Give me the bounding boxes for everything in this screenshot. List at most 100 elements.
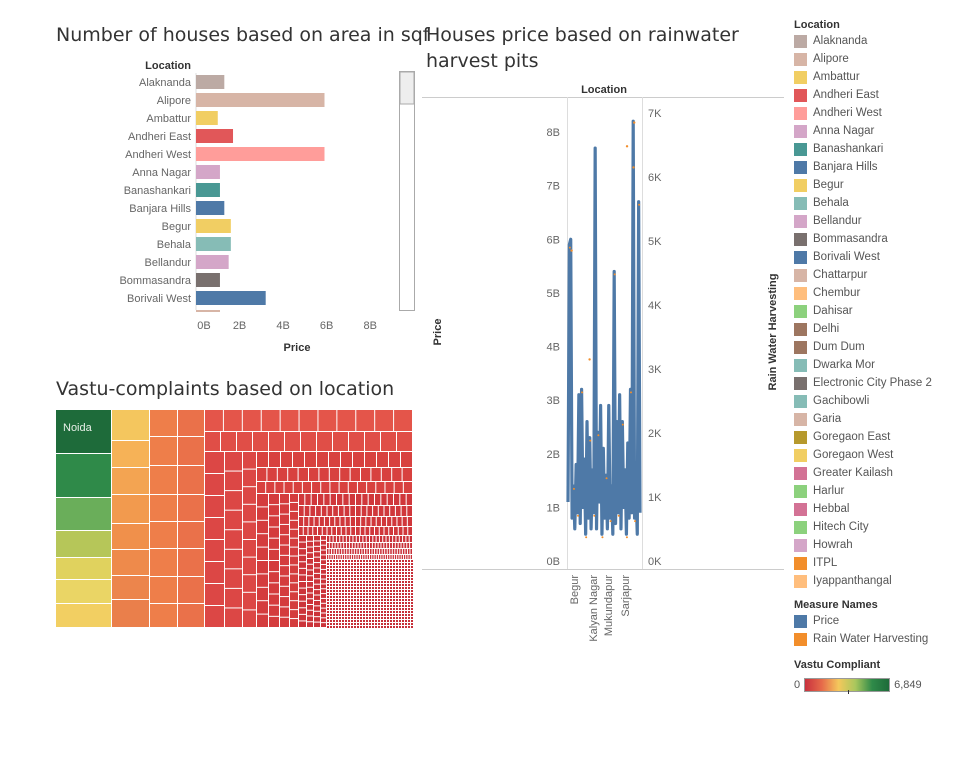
treemap-cell[interactable] <box>381 432 396 451</box>
treemap-cell[interactable] <box>375 602 377 604</box>
treemap-cell[interactable] <box>366 611 368 613</box>
treemap-cell[interactable] <box>327 614 329 616</box>
treemap-cell[interactable] <box>405 563 407 565</box>
legend-item[interactable]: Dwarka Mor <box>794 356 954 374</box>
treemap-cell[interactable] <box>348 611 350 613</box>
treemap-cell[interactable] <box>378 620 380 622</box>
treemap-cell[interactable] <box>319 517 324 526</box>
treemap-cell[interactable] <box>336 611 338 613</box>
treemap-cell[interactable] <box>387 611 389 613</box>
treemap-cell[interactable] <box>357 482 367 493</box>
treemap-cell[interactable] <box>370 555 372 559</box>
treemap-cell[interactable] <box>363 587 365 589</box>
treemap-cell[interactable] <box>330 494 336 505</box>
treemap-cell[interactable] <box>327 593 329 595</box>
treemap-cell[interactable] <box>342 593 344 595</box>
treemap-cell[interactable] <box>372 602 374 604</box>
treemap-cell[interactable] <box>360 581 362 583</box>
treemap-cell[interactable] <box>387 578 389 580</box>
treemap-cell[interactable] <box>327 590 329 592</box>
treemap-cell[interactable] <box>402 569 404 571</box>
treemap-cell[interactable] <box>356 536 360 542</box>
treemap-cell[interactable] <box>178 410 204 436</box>
treemap-cell[interactable] <box>375 578 377 580</box>
treemap-cell[interactable] <box>387 608 389 610</box>
treemap-cell[interactable] <box>348 584 350 586</box>
treemap-cell[interactable] <box>399 587 401 589</box>
treemap-cell[interactable] <box>354 555 356 559</box>
treemap-cell[interactable] <box>411 560 413 562</box>
treemap-cell[interactable] <box>402 587 404 589</box>
treemap-cell[interactable] <box>299 506 304 516</box>
treemap-cell[interactable] <box>357 626 359 628</box>
treemap-cell[interactable] <box>408 611 410 613</box>
treemap-cell[interactable] <box>304 517 309 526</box>
bar[interactable] <box>196 183 220 197</box>
treemap-cell[interactable] <box>363 626 365 628</box>
treemap-cell[interactable] <box>363 617 365 619</box>
treemap-cell[interactable] <box>354 587 356 589</box>
treemap-cell[interactable] <box>269 452 280 467</box>
treemap-cell[interactable] <box>378 623 380 625</box>
treemap-cell[interactable] <box>280 494 289 504</box>
treemap-cell[interactable] <box>299 494 305 505</box>
treemap-cell[interactable] <box>324 494 330 505</box>
treemap-cell[interactable] <box>405 593 407 595</box>
treemap-cell[interactable] <box>393 569 395 571</box>
treemap-cell[interactable] <box>333 593 335 595</box>
treemap-cell[interactable] <box>330 569 332 571</box>
treemap-cell[interactable] <box>333 605 335 607</box>
treemap-cell[interactable] <box>381 614 383 616</box>
treemap-cell[interactable] <box>369 593 371 595</box>
treemap-cell[interactable] <box>398 527 403 535</box>
treemap-cell[interactable] <box>354 605 356 607</box>
treemap-cell[interactable] <box>316 506 321 516</box>
treemap-cell[interactable] <box>351 602 353 604</box>
treemap-cell[interactable] <box>388 555 390 559</box>
treemap-cell[interactable] <box>280 597 289 607</box>
treemap-cell[interactable] <box>408 593 410 595</box>
treemap-cell[interactable] <box>375 543 378 548</box>
treemap-cell[interactable] <box>333 596 335 598</box>
treemap-cell[interactable] <box>335 517 340 526</box>
treemap-cell[interactable] <box>402 566 404 568</box>
treemap-cell[interactable] <box>338 543 341 548</box>
treemap-cell[interactable] <box>314 573 320 579</box>
treemap-cell[interactable] <box>314 541 320 546</box>
treemap-cell[interactable] <box>337 549 339 554</box>
treemap-cell[interactable] <box>384 527 389 535</box>
treemap-cell[interactable] <box>340 536 343 542</box>
treemap-cell[interactable] <box>333 602 335 604</box>
treemap-cell[interactable] <box>321 550 326 555</box>
treemap-cell[interactable] <box>360 563 362 565</box>
treemap-cell[interactable] <box>321 608 326 613</box>
treemap-cell[interactable] <box>327 605 329 607</box>
treemap-cell[interactable] <box>376 482 385 493</box>
treemap-cell[interactable] <box>205 562 224 583</box>
treemap-cell[interactable] <box>321 584 326 589</box>
treemap-cell[interactable] <box>299 621 306 627</box>
treemap-cell[interactable] <box>112 410 149 440</box>
treemap-cell[interactable] <box>358 543 361 548</box>
treemap-cell[interactable] <box>243 592 256 610</box>
treemap-cell[interactable] <box>387 602 389 604</box>
treemap-cell[interactable] <box>408 527 412 535</box>
treemap-cell[interactable] <box>396 578 398 580</box>
treemap-cell[interactable] <box>411 581 413 583</box>
treemap-cell[interactable] <box>351 587 353 589</box>
bar-scrollbar-thumb[interactable] <box>399 71 415 105</box>
treemap-cell[interactable] <box>402 611 404 613</box>
treemap-cell[interactable] <box>290 511 298 520</box>
treemap-cell[interactable] <box>348 563 350 565</box>
treemap-cell[interactable] <box>336 590 338 592</box>
treemap-cell[interactable] <box>381 587 383 589</box>
bar[interactable] <box>196 111 218 125</box>
treemap-cell[interactable] <box>405 596 407 598</box>
treemap-cell[interactable] <box>360 536 363 542</box>
treemap-cell[interactable] <box>339 581 341 583</box>
treemap-cell[interactable] <box>243 487 256 504</box>
treemap-cell[interactable] <box>205 410 223 431</box>
rwh-point[interactable] <box>613 273 616 276</box>
treemap-cell[interactable] <box>354 560 356 562</box>
treemap-cell[interactable] <box>243 575 256 592</box>
